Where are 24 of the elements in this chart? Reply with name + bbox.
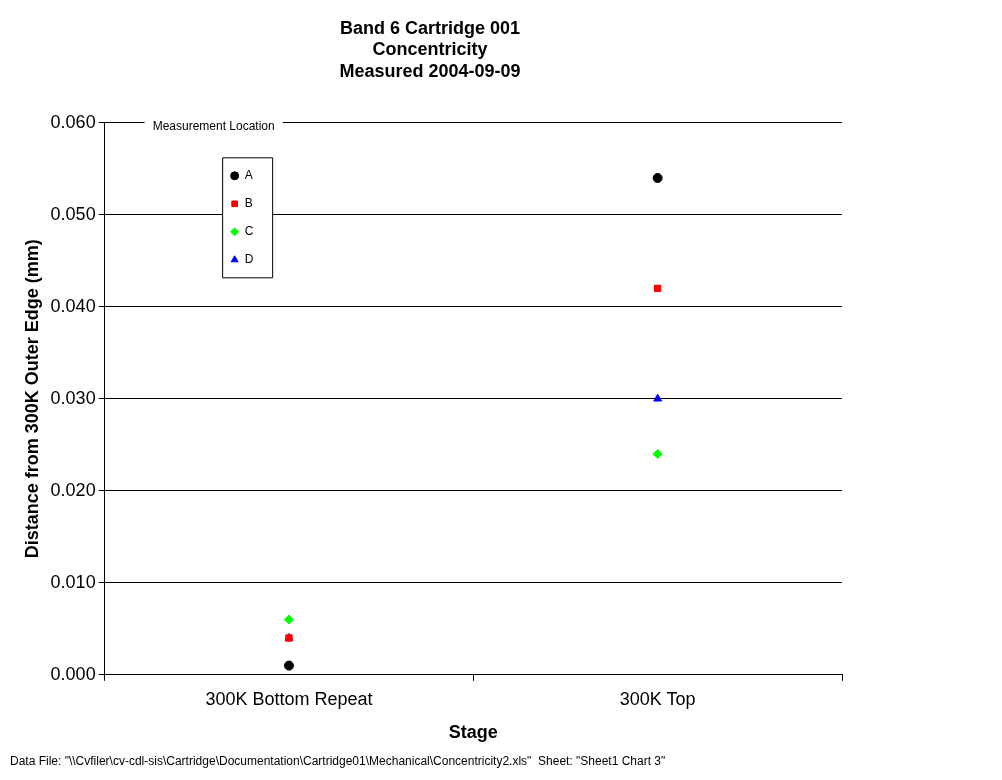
y-tick-label: 0.030: [50, 387, 96, 408]
legend-title: Measurement Location: [152, 119, 275, 134]
point: [652, 449, 663, 459]
legend-label: B: [244, 196, 253, 211]
y-tick-label: 0.040: [50, 295, 96, 316]
y-tick-label: 0.050: [50, 203, 96, 224]
y-axis-title: Distance from 300K Outer Edge (mm): [21, 239, 42, 559]
legend-label: A: [244, 168, 253, 183]
x-axis-title: Stage: [448, 722, 498, 743]
y-tick-label: 0.020: [50, 479, 96, 500]
point: [652, 173, 663, 183]
legend-label: C: [244, 224, 254, 239]
x-tick-label: 300K Top: [619, 688, 696, 709]
point: [283, 660, 294, 671]
text: Data File: "\\Cvfiler\cv-cdl-sis\Cartridge\Documentation\Cartridge01\Mechanical\Concentricity2.xls" Sheet: "Sheet1 Chart 3": [10, 754, 666, 769]
chart-title: Band 6 Cartridge 001 Concentricity Measured 2004-09-09: [339, 17, 521, 81]
y-tick-label: 0.060: [50, 111, 96, 132]
point: [653, 284, 662, 293]
x-tick-label: 300K Bottom Repeat: [205, 688, 373, 709]
point: [653, 393, 663, 402]
point: [283, 614, 294, 625]
y-tick-label: 0.010: [50, 571, 96, 592]
legend-label: D: [244, 252, 254, 267]
y-tick-label: 0.000: [50, 663, 96, 684]
